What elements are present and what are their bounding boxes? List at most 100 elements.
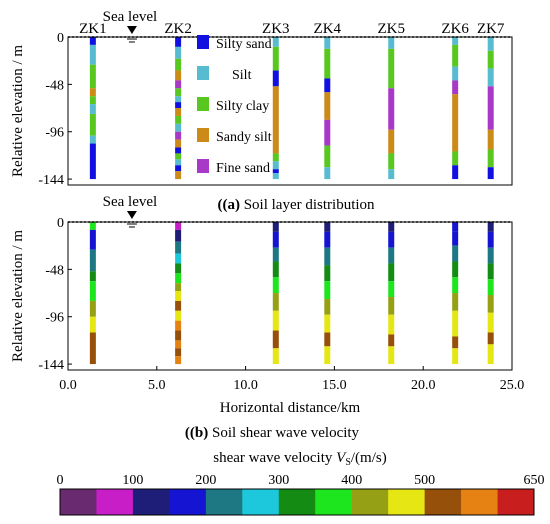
soil-layer-zk2-2 [175, 58, 182, 71]
soil-layer-zk2-9 [175, 115, 182, 124]
colorbar-title-sub: S [345, 457, 351, 468]
vs-segment-zk2-0 [175, 222, 182, 230]
panel-b-y-axis-title: Relative elevation / m [10, 230, 26, 362]
legend-swatch-fine-sand [197, 159, 209, 173]
vs-segment-zk2-12 [175, 340, 182, 349]
soil-layer-zk5-2 [388, 88, 395, 130]
panel-a-ytick-label-0: 0 [57, 31, 64, 46]
vs-segment-zk4-5 [324, 298, 331, 315]
panel-b-xtick-label-5: 25.0 [500, 378, 525, 393]
panel-b-caption-letter: (b) [190, 425, 208, 441]
vs-segment-zk5-3 [388, 263, 395, 282]
soil-legend: Silty sand Silt Silty clay Sandy silt Fine s… [197, 35, 272, 176]
colorbar-bin-6 [278, 489, 316, 515]
soil-layer-zk2-5 [175, 88, 182, 97]
soil-layer-zk5-1 [388, 48, 395, 89]
vs-segment-zk2-8 [175, 300, 182, 311]
soil-layer-zk2-15 [175, 159, 182, 166]
colorbar-bin-11 [461, 489, 498, 515]
soil-layer-zk3-0 [272, 37, 279, 47]
vs-segment-zk4-2 [324, 247, 331, 266]
panel-a-ytick-label-3: -144 [38, 173, 64, 188]
panel-b: 0 -48 -96 -144 0.0 5.0 10.0 15.0 20.0 25.0 Sea l… [10, 194, 524, 441]
soil-layer-zk3-7 [272, 173, 279, 180]
vs-segment-zk7-6 [487, 312, 494, 333]
soil-layer-zk4-3 [324, 92, 331, 120]
soil-layer-zk4-2 [324, 78, 331, 93]
vs-segment-zk5-1 [388, 231, 395, 248]
soil-layer-zk6-4 [452, 94, 459, 152]
vs-segment-zk3-4 [272, 277, 279, 294]
colorbar-tick-label-5: 500 [414, 473, 435, 488]
vs-segment-zk2-13 [175, 348, 182, 357]
vs-segment-zk4-4 [324, 281, 331, 299]
panel-b-caption: ((b) Soil shear wave velocity [185, 425, 360, 441]
vs-segment-zk2-4 [175, 263, 182, 274]
panel-b-xtick-label-3: 15.0 [322, 378, 347, 393]
panel-a-ytick-label-1: -48 [45, 78, 64, 93]
colorbar-tick-label-6: 650 [524, 473, 545, 488]
soil-layer-zk1-6 [89, 113, 96, 136]
panel-a-frame [67, 36, 513, 186]
panel-b-xtick-label-2: 10.0 [233, 378, 258, 393]
vs-segment-zk6-1 [452, 231, 459, 246]
borehole-label-zk4: ZK4 [314, 21, 342, 37]
vs-segment-zk5-2 [388, 247, 395, 264]
soil-layer-zk7-1 [487, 50, 494, 69]
vs-segment-zk7-7 [487, 332, 494, 345]
panel-a-caption-letter: (a) [222, 197, 240, 213]
borehole-label-zk3: ZK3 [262, 21, 290, 37]
vs-segment-zk7-4 [487, 279, 494, 296]
soil-layer-zk7-6 [487, 167, 494, 180]
soil-layer-zk1-7 [89, 135, 96, 144]
borehole-label-zk5: ZK5 [377, 21, 405, 37]
vs-segment-zk1-6 [89, 316, 96, 333]
borehole-labels: ZK1 ZK2 ZK3 ZK4 ZK5 ZK6 ZK7 [79, 21, 505, 37]
vs-segment-zk1-1 [89, 229, 96, 250]
colorbar-tick-label-1: 100 [122, 473, 143, 488]
colorbar-bin-12 [497, 489, 535, 515]
panel-b-boreholes [89, 222, 494, 365]
vs-segment-zk4-1 [324, 231, 331, 248]
colorbar-frame [59, 488, 535, 516]
panel-b-xticks: 0.0 5.0 10.0 15.0 20.0 25.0 [59, 366, 524, 393]
vs-segment-zk6-6 [452, 310, 459, 337]
vs-segment-zk2-10 [175, 320, 182, 331]
colorbar-bin-3 [169, 489, 207, 515]
soil-layer-zk2-1 [175, 46, 182, 59]
vs-segment-zk7-5 [487, 295, 494, 313]
soil-layer-zk2-7 [175, 102, 182, 109]
vs-segment-zk2-3 [175, 253, 182, 264]
panel-a-boreholes [89, 37, 494, 180]
vs-segment-zk5-8 [388, 346, 395, 365]
colorbar-bin-5 [242, 489, 280, 515]
colorbar-bins [60, 489, 535, 515]
panel-b-yticks: 0 -48 -96 -144 [38, 216, 72, 373]
soil-layer-zk1-1 [89, 44, 96, 65]
soil-layer-zk5-4 [388, 153, 395, 170]
vs-segment-zk7-1 [487, 231, 494, 248]
colorbar-bin-4 [205, 489, 243, 515]
soil-layer-zk2-14 [175, 153, 182, 160]
colorbar-bin-9 [388, 489, 425, 515]
soil-layer-zk4-5 [324, 145, 331, 168]
soil-layer-zk2-16 [175, 165, 182, 172]
colorbar-tick-label-2: 200 [195, 473, 216, 488]
soil-layer-zk2-0 [175, 37, 182, 47]
soil-layer-zk6-1 [452, 44, 459, 67]
vs-segment-zk3-0 [272, 222, 279, 232]
legend-swatch-sandy-silt [197, 128, 209, 142]
vs-segment-zk6-4 [452, 277, 459, 294]
colorbar-bin-8 [351, 489, 389, 515]
soil-layer-zk2-10 [175, 123, 182, 132]
vs-segment-zk2-6 [175, 283, 182, 292]
soil-layer-zk1-5 [89, 104, 96, 114]
soil-layer-zk4-0 [324, 37, 331, 49]
soil-layer-zk1-0 [89, 37, 96, 45]
colorbar-bin-2 [132, 489, 170, 515]
vs-segment-zk4-6 [324, 314, 331, 333]
soil-layer-zk6-3 [452, 80, 459, 95]
borehole-label-zk7: ZK7 [477, 21, 505, 37]
soil-layer-zk2-8 [175, 108, 182, 116]
